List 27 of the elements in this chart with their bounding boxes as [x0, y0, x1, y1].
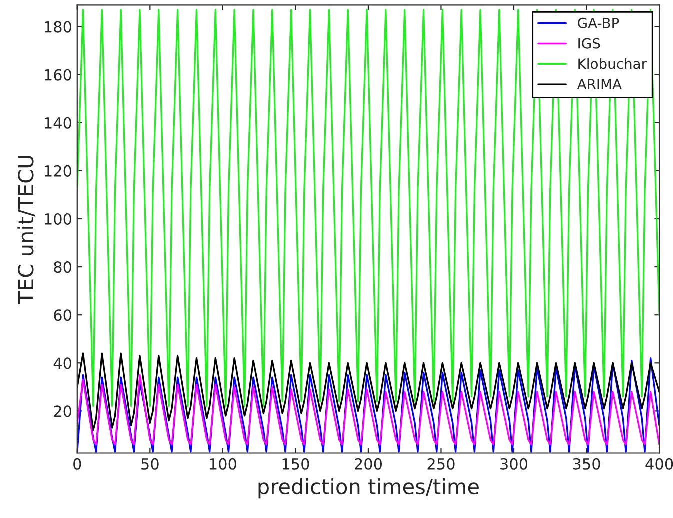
y-tick-label: 60: [54, 310, 72, 322]
y-tick-label: 20: [54, 406, 72, 418]
y-tick-label: 160: [45, 69, 72, 81]
x-tick-label: 100: [210, 458, 236, 470]
y-tick-label: 100: [45, 213, 72, 226]
y-tick-label: 120: [45, 165, 72, 177]
y-tick-label: 80: [54, 262, 72, 274]
y-axis-title: TEC unit/TECU: [18, 156, 36, 304]
x-tick-label: 300: [500, 458, 528, 470]
x-tick-label: 150: [282, 458, 310, 470]
legend-label: IGS: [578, 38, 600, 49]
legend-label: Klobuchar: [578, 58, 648, 70]
legend-label: GA-BP: [578, 18, 620, 28]
x-tick-label: 350: [573, 458, 600, 470]
x-tick-label: 250: [428, 458, 455, 470]
y-tick-label: 180: [45, 21, 72, 33]
line-series: [77, 374, 660, 446]
x-tick-label: 0: [74, 458, 82, 470]
x-tick-label: 400: [646, 458, 673, 470]
y-tick-label: 140: [45, 117, 72, 129]
x-tick-label: 50: [142, 458, 159, 470]
x-tick-label: 200: [355, 458, 382, 470]
line-series: [77, 352, 660, 432]
x-axis-title: prediction times/time: [258, 478, 479, 499]
legend-label: ARIMA: [577, 79, 622, 90]
line-series: [77, 9, 660, 408]
y-tick-label: 40: [54, 358, 72, 370]
